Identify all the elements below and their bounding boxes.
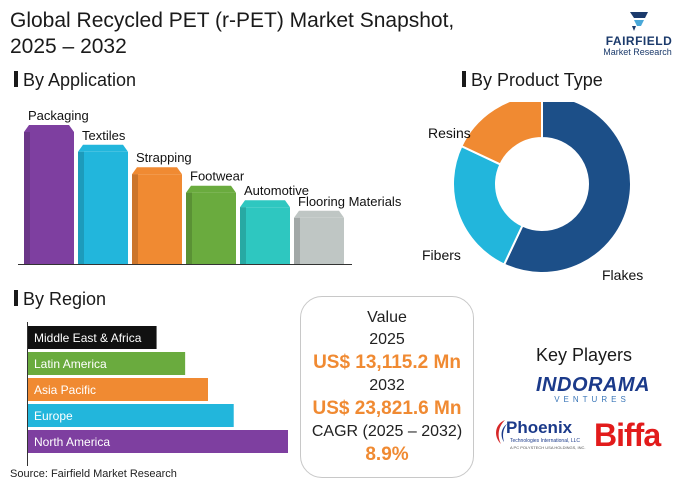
bar-label: Textiles bbox=[82, 128, 126, 143]
region-label: Latin America bbox=[34, 357, 107, 371]
section-marker bbox=[462, 71, 466, 87]
bar-textiles bbox=[78, 151, 128, 264]
value-year-2025: 2025 bbox=[369, 331, 405, 348]
bar-label: Strapping bbox=[136, 150, 192, 165]
region-bar-europe bbox=[28, 404, 234, 427]
section-marker bbox=[14, 71, 18, 87]
bar-cap bbox=[132, 167, 182, 175]
bar-cap bbox=[24, 125, 74, 132]
title-line-2: 2025 – 2032 bbox=[10, 35, 127, 58]
bar-cap bbox=[294, 210, 344, 218]
region-label: Middle East & Africa bbox=[34, 331, 142, 345]
phoenix-logo: Phoenix Technologies International, LLC … bbox=[492, 416, 592, 456]
donut-slice-fibers bbox=[452, 144, 524, 266]
donut-slice-resins bbox=[460, 102, 543, 166]
logo-brand: FAIRFIELD bbox=[605, 34, 673, 48]
product-type-donut-chart: Flakes Fibers Resins bbox=[422, 102, 643, 283]
value-year-2032: 2032 bbox=[369, 377, 405, 394]
indorama-subtitle: VENTURES bbox=[554, 395, 630, 404]
bar-shade bbox=[186, 192, 192, 264]
section-region: By Region bbox=[14, 289, 106, 310]
cagr-value: 8.9% bbox=[365, 444, 409, 465]
title-line-1: Global Recycled PET (r-PET) Market Snaps… bbox=[10, 9, 455, 32]
value-label: Value bbox=[367, 309, 407, 326]
region-bar-north-america bbox=[28, 430, 288, 453]
bar-label: Automotive bbox=[244, 183, 309, 198]
cagr-label: CAGR (2025 – 2032) bbox=[311, 423, 463, 440]
indorama-logo: INDORAMA VENTURES bbox=[536, 374, 650, 408]
bar-footwear bbox=[186, 192, 236, 264]
bar-packaging bbox=[24, 132, 74, 264]
bar-cap bbox=[78, 144, 128, 152]
value-2032: US$ 23,821.6 Mn bbox=[312, 398, 462, 419]
region-label: North America bbox=[34, 435, 110, 449]
phoenix-subtitle-2: A PC POLYSTECH USA HOLDINGS, INC. bbox=[510, 445, 586, 450]
bar-shade bbox=[294, 217, 300, 264]
bar-shade bbox=[24, 132, 30, 264]
bar-flooring-materials bbox=[294, 217, 344, 264]
donut-slice-flakes bbox=[502, 102, 632, 274]
section-application: By Application bbox=[14, 70, 136, 91]
phoenix-subtitle: Technologies International, LLC bbox=[510, 438, 581, 444]
donut-label: Fibers bbox=[422, 247, 461, 263]
section-product-type: By Product Type bbox=[462, 70, 603, 91]
bar-shade bbox=[132, 174, 138, 264]
donut-label: Resins bbox=[428, 125, 471, 141]
key-players-title: Key Players bbox=[536, 345, 633, 365]
section-product-type-label: By Product Type bbox=[471, 70, 603, 90]
biffa-logo: Biffa bbox=[594, 416, 686, 454]
region-label: Asia Pacific bbox=[34, 383, 96, 397]
indorama-name: INDORAMA bbox=[536, 374, 650, 396]
biffa-name: Biffa bbox=[594, 417, 661, 453]
bar-cap bbox=[240, 200, 290, 208]
bar-automotive bbox=[240, 207, 290, 264]
fairfield-logo-icon bbox=[630, 12, 648, 31]
region-bar-asia-pacific bbox=[28, 378, 208, 401]
bar-label: Packaging bbox=[28, 108, 89, 123]
bar-cap bbox=[186, 185, 236, 193]
fairfield-logo: FAIRFIELD Market Research bbox=[590, 10, 685, 60]
section-region-label: By Region bbox=[23, 289, 107, 309]
section-marker bbox=[14, 290, 18, 306]
value-2025: US$ 13,115.2 Mn bbox=[313, 352, 461, 373]
bar-label: Flooring Materials bbox=[298, 194, 402, 209]
donut-label: Flakes bbox=[602, 267, 643, 283]
region-label: Europe bbox=[34, 409, 73, 423]
region-bar-chart: Middle East & Africa Latin America Asia Pa… bbox=[27, 322, 288, 466]
application-bar-chart: Packaging Textiles Strapping FootwearAutomo… bbox=[18, 108, 402, 265]
source-note: Source: Fairfield Market Research bbox=[10, 468, 177, 480]
section-application-label: By Application bbox=[23, 70, 137, 90]
page-title: Global Recycled PET (r-PET) Market Snaps… bbox=[10, 8, 530, 60]
bar-strapping bbox=[132, 174, 182, 264]
value-summary-box: Value 2025 US$ 13,115.2 Mn 2032 US$ 23,8… bbox=[300, 296, 474, 478]
region-bar-middle-east-africa bbox=[28, 326, 157, 349]
bar-shade bbox=[240, 207, 246, 264]
bar-label: Footwear bbox=[190, 169, 245, 184]
region-bar-latin-america bbox=[28, 352, 186, 375]
phoenix-name: Phoenix bbox=[506, 418, 573, 437]
bar-shade bbox=[78, 151, 84, 264]
phoenix-swoosh-icon bbox=[496, 420, 507, 444]
logo-subtitle: Market Research bbox=[603, 47, 672, 57]
